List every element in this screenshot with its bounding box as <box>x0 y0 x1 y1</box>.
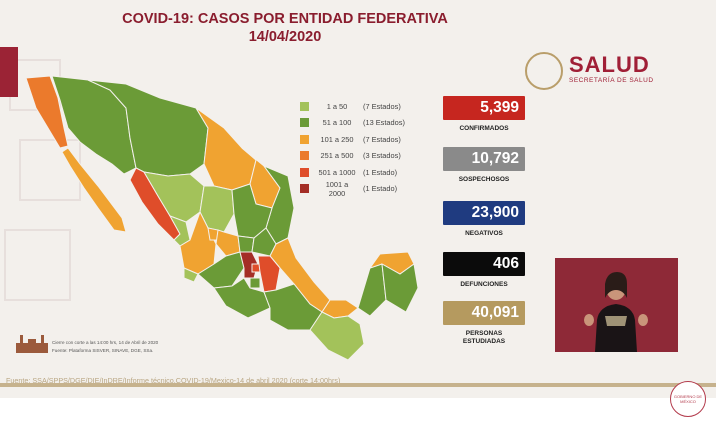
state-baja-california-sur <box>61 147 127 233</box>
stat-sospechosos: 10,792 SOSPECHOSOS <box>443 147 525 184</box>
map-legend: 1 a 50 (7 Estados) 51 a 100 (13 Estados) 101… <box>300 98 450 198</box>
page-title: COVID-19: CASOS POR ENTIDAD FEDERATIVA 1… <box>60 10 510 46</box>
logo-subtitle: SECRETARÍA DE SALUD <box>569 77 654 84</box>
legend-item: 251 a 500 (3 Estados) <box>300 148 450 165</box>
stat-value: 40,091 <box>443 301 525 325</box>
legend-item: 1 a 50 (7 Estados) <box>300 98 450 115</box>
legend-item: 51 a 100 (13 Estados) <box>300 115 450 132</box>
cutoff-note: Cierre con corte a las 14:00 hrs, 14 de … <box>52 340 159 345</box>
legend-count: (3 Estados) <box>363 151 401 161</box>
stat-confirmados: 5,399 CONFIRMADOS <box>443 96 525 133</box>
stat-label: NEGATIVOS <box>465 230 503 237</box>
stat-value: 5,399 <box>443 96 525 120</box>
state-quintana-roo <box>381 263 419 313</box>
mexico-map <box>25 75 419 361</box>
title-line2: 14/04/2020 <box>248 29 322 45</box>
stat-label: DEFUNCIONES <box>460 281 508 288</box>
state-colima <box>183 267 199 283</box>
interpreter-figure-icon <box>555 258 678 352</box>
legend-range: 501 a 1000 <box>318 167 356 177</box>
legend-item: 501 a 1000 (1 Estado) <box>300 164 450 181</box>
legend-count: (7 Estados) <box>363 134 401 144</box>
legend-count: (1 Estado) <box>363 184 398 194</box>
state-baja-california <box>25 75 69 149</box>
legend-range: 1001 a 2000 <box>325 179 349 198</box>
cathedral-icon <box>16 335 48 353</box>
legend-swatch <box>300 134 309 144</box>
legend-swatch <box>300 151 309 161</box>
legend-swatch <box>300 167 309 177</box>
legend-item: 101 a 250 (7 Estados) <box>300 131 450 148</box>
legend-item: 1001 a 2000 (1 Estado) <box>300 179 450 198</box>
red-tab <box>0 47 18 97</box>
state-queretaro <box>237 235 255 253</box>
gobierno-logo-text: GOBIERNO DE MÉXICO <box>673 394 703 404</box>
stat-negativos: 23,900 NEGATIVOS <box>443 201 525 238</box>
source-note: Fuente: Plataforma SISVER, SINAVE, DGE, … <box>52 348 154 353</box>
stat-value: 406 <box>443 252 525 276</box>
stat-value: 10,792 <box>443 147 525 171</box>
logo-name: SALUD <box>569 52 650 77</box>
gobierno-logo: GOBIERNO DE MÉXICO <box>670 381 706 417</box>
sign-language-interpreter <box>555 258 678 352</box>
legend-count: (13 Estados) <box>363 118 405 128</box>
state-campeche <box>357 263 387 317</box>
slide: COVID-19: CASOS POR ENTIDAD FEDERATIVA 1… <box>0 0 716 398</box>
legend-range: 51 a 100 <box>322 118 352 128</box>
stat-defunciones: 406 DEFUNCIONES <box>443 252 525 289</box>
stat-label: SOSPECHOSOS <box>458 176 510 183</box>
legend-range: 1 a 50 <box>326 101 348 111</box>
stat-value: 23,900 <box>443 201 525 225</box>
legend-range: 251 a 500 <box>320 151 354 161</box>
legend-swatch <box>300 101 309 111</box>
state-chiapas <box>309 311 365 361</box>
legend-count: (7 Estados) <box>363 101 401 111</box>
footer-line <box>0 383 716 387</box>
legend-swatch <box>300 118 309 128</box>
legend-swatch <box>300 184 309 194</box>
stat-label: PERSONAS ESTUDIADAS <box>462 330 506 345</box>
footer-source: Fuente: SSA/SPPS/DGE/DIE/InDRE/Informe t… <box>6 376 341 385</box>
legend-count: (1 Estado) <box>363 167 398 177</box>
stat-label: CONFIRMADOS <box>459 125 509 132</box>
eagle-seal-icon <box>525 52 563 90</box>
title-line1: COVID-19: CASOS POR ENTIDAD FEDERATIVA <box>122 11 448 27</box>
legend-range: 101 a 250 <box>320 134 354 144</box>
salud-logo: SALUD SECRETARÍA DE SALUD <box>525 52 675 90</box>
state-guanajuato <box>215 229 241 257</box>
stat-personas-estudiadas: 40,091 PERSONAS ESTUDIADAS <box>443 301 525 346</box>
state-morelos <box>249 277 261 289</box>
